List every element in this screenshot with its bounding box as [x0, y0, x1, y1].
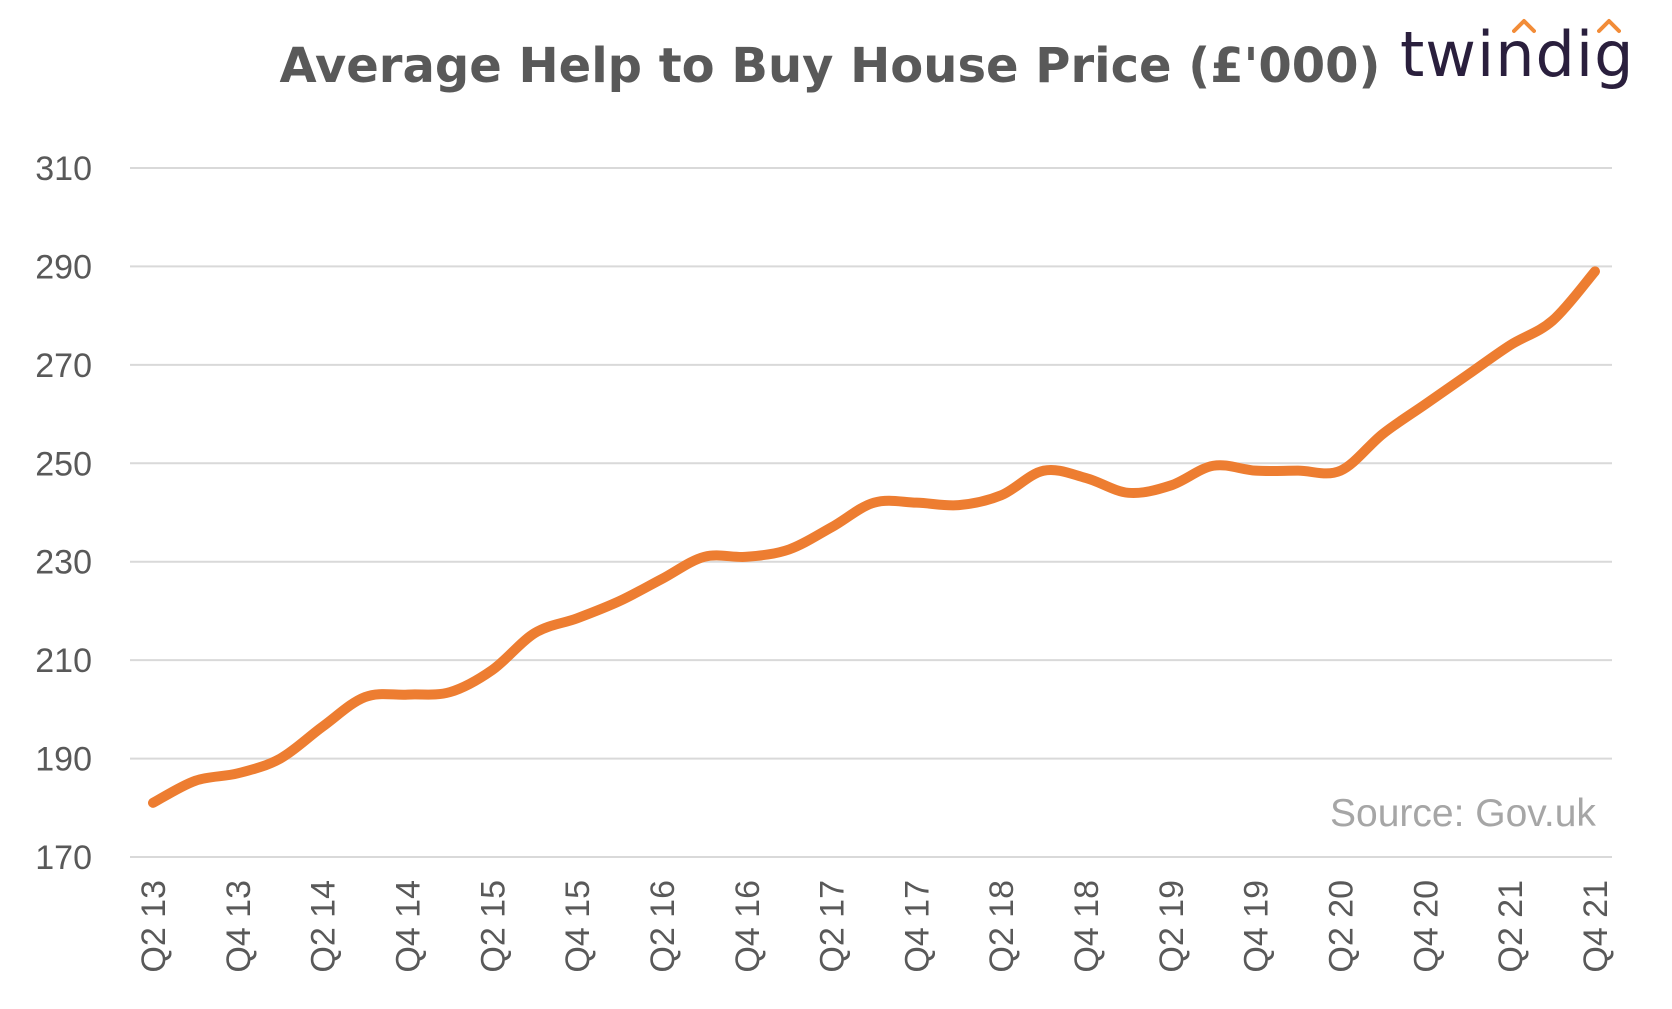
- x-tick-label: Q4 16: [729, 880, 767, 973]
- x-tick-label: Q2 14: [305, 880, 343, 973]
- y-tick-label: 230: [35, 544, 92, 582]
- y-tick-label: 310: [35, 150, 92, 188]
- x-tick-label: Q4 19: [1238, 880, 1276, 973]
- series-line-house-price: [148, 266, 1600, 808]
- x-axis: Q2 13 Q4 13 Q2 14 Q4 14 Q2 15 Q4 15 Q2 16 Q4 16…: [135, 880, 1615, 973]
- x-tick-label: Q2 20: [1323, 880, 1361, 973]
- grid-lines: [130, 167, 1612, 858]
- y-tick-label: 250: [35, 445, 92, 483]
- y-tick-label: 290: [35, 248, 92, 286]
- x-tick-label: Q2 21: [1492, 880, 1530, 973]
- x-tick-label: Q2 18: [983, 880, 1021, 973]
- x-tick-label: Q4 14: [389, 880, 427, 973]
- y-axis: 170 190 210 230 250 270 290 310: [35, 150, 92, 877]
- y-tick-label: 270: [35, 347, 92, 385]
- x-tick-label: Q2 13: [135, 880, 173, 973]
- x-tick-label: Q4 18: [1068, 880, 1106, 973]
- x-tick-label: Q4 21: [1577, 880, 1615, 973]
- y-tick-label: 190: [35, 741, 92, 779]
- x-tick-label: Q2 15: [474, 880, 512, 973]
- source-note: Source: Gov.uk: [1330, 792, 1596, 835]
- x-tick-label: Q2 16: [644, 880, 682, 973]
- x-tick-label: Q4 13: [220, 880, 258, 973]
- x-tick-label: Q4 15: [559, 880, 597, 973]
- chart-title: Average Help to Buy House Price (£'000): [279, 38, 1381, 94]
- roof-chevron-icon: [1597, 19, 1621, 33]
- roof-chevron-icon: [1512, 19, 1536, 33]
- x-tick-label: Q4 17: [898, 880, 936, 973]
- brand-logo: twindig: [1400, 18, 1650, 98]
- x-tick-label: Q2 19: [1153, 880, 1191, 973]
- y-tick-label: 170: [35, 839, 92, 877]
- x-tick-label: Q4 20: [1407, 880, 1445, 973]
- y-tick-label: 210: [35, 642, 92, 680]
- x-tick-label: Q2 17: [814, 880, 852, 973]
